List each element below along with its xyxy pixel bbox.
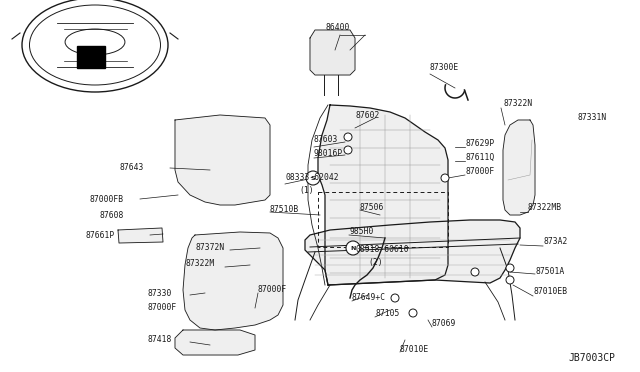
Text: 87000FB: 87000FB [90,195,124,203]
Text: 87010E: 87010E [400,344,429,353]
Text: 87000F: 87000F [258,285,287,294]
Text: 87322M: 87322M [185,259,214,267]
Text: 87331N: 87331N [577,113,606,122]
Text: N: N [350,246,356,250]
Polygon shape [318,105,448,285]
Text: 87506: 87506 [360,203,385,212]
Text: 86400: 86400 [325,23,349,32]
Text: 87661P: 87661P [85,231,115,240]
Circle shape [391,294,399,302]
Text: 87603: 87603 [313,135,337,144]
Polygon shape [175,330,255,355]
Circle shape [409,309,417,317]
Text: 87643: 87643 [120,164,145,173]
Text: 87602: 87602 [355,110,380,119]
Polygon shape [310,30,355,75]
Ellipse shape [65,29,125,55]
Text: 87611Q: 87611Q [465,153,494,161]
Text: 08333-62042: 08333-62042 [285,173,339,183]
Ellipse shape [22,0,168,92]
Polygon shape [305,220,520,285]
Text: 87608: 87608 [100,211,124,219]
Text: 98016P: 98016P [313,150,342,158]
Text: 87330: 87330 [148,289,172,298]
Text: 87300E: 87300E [430,64,460,73]
Text: (2): (2) [368,259,383,267]
Circle shape [506,276,514,284]
Text: JB7003CP: JB7003CP [568,353,615,363]
Text: 87418: 87418 [148,336,172,344]
Polygon shape [175,115,270,205]
Text: 87010EB: 87010EB [533,288,567,296]
Text: 87322N: 87322N [503,99,532,108]
Text: 985H0: 985H0 [349,228,373,237]
Text: 873A2: 873A2 [543,237,568,247]
Text: 87372N: 87372N [195,243,224,251]
Text: 87501A: 87501A [535,266,564,276]
Text: 87629P: 87629P [465,138,494,148]
Circle shape [344,146,352,154]
Text: 87510B: 87510B [270,205,300,214]
Circle shape [506,264,514,272]
Circle shape [306,171,320,185]
Polygon shape [118,228,163,243]
Text: S: S [310,176,316,180]
Text: 87649+C: 87649+C [352,294,386,302]
Bar [77,46,105,68]
Text: 87000F: 87000F [465,167,494,176]
Text: 08918-60610: 08918-60610 [355,246,408,254]
Text: (1): (1) [299,186,314,196]
Circle shape [471,268,479,276]
Text: 87322MB: 87322MB [528,203,562,212]
Polygon shape [183,232,283,330]
Circle shape [344,133,352,141]
Circle shape [346,241,360,255]
Text: 87069: 87069 [432,318,456,327]
Circle shape [441,174,449,182]
Text: 87105: 87105 [375,308,399,317]
Text: 87000F: 87000F [148,304,177,312]
Polygon shape [503,120,535,215]
